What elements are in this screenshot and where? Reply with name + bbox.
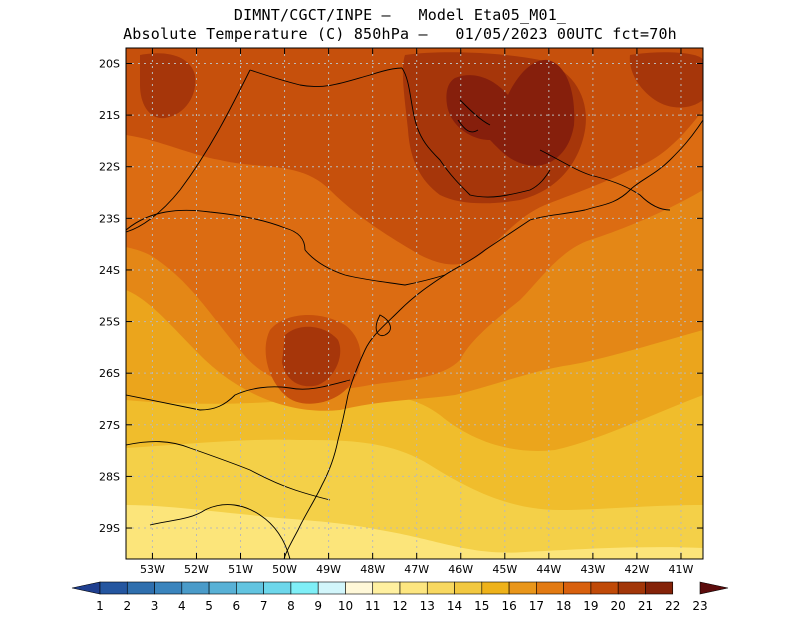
lat-label: 20S	[99, 57, 120, 70]
axis-ticks	[126, 48, 703, 559]
colorbar-label: 14	[447, 599, 462, 613]
colorbar-label: 20	[611, 599, 626, 613]
band-21b	[140, 53, 196, 119]
colorbar-swatch	[372, 581, 401, 595]
lat-lon-grid	[126, 48, 703, 559]
chart-title-line1: DIMNT/CGCT/INPE – Model Eta05_M01_	[233, 6, 567, 24]
colorbar-label: 16	[501, 599, 516, 613]
colorbar-label: 8	[287, 599, 295, 613]
colorbar-swatch	[645, 581, 674, 595]
colorbar-swatch	[208, 581, 237, 595]
coastline	[283, 119, 703, 559]
lon-label: 43W	[580, 563, 605, 576]
band-22	[446, 59, 575, 166]
colorbar-label: 9	[314, 599, 322, 613]
lat-label: 25S	[99, 316, 120, 329]
colorbar-max-arrow	[699, 581, 729, 595]
colorbar-label: 5	[205, 599, 213, 613]
state-border-ms-sp	[249, 67, 403, 88]
colorbar-swatch	[263, 581, 292, 595]
river-parana	[126, 69, 251, 233]
colorbar-swatch	[481, 581, 510, 595]
lon-label: 47W	[404, 563, 429, 576]
lon-label: 41W	[669, 563, 694, 576]
colorbar-label: 7	[260, 599, 268, 613]
colorbar-swatch	[126, 581, 155, 595]
boundaries	[126, 67, 703, 559]
colorbar-label: 18	[556, 599, 571, 613]
colorbar-swatch	[426, 581, 455, 595]
colorbar-swatch	[317, 581, 346, 595]
state-border-sp-mg	[401, 67, 551, 198]
lon-label: 48W	[360, 563, 385, 576]
colorbar-label: 22	[665, 599, 680, 613]
colorbar-min-arrow	[71, 581, 101, 595]
colorbar-label: 15	[474, 599, 489, 613]
lon-label: 50W	[272, 563, 297, 576]
state-border-pr-sp	[304, 249, 446, 286]
lat-label: 23S	[99, 212, 120, 225]
colorbar-swatch	[590, 581, 619, 595]
lon-label: 53W	[140, 563, 165, 576]
lon-label: 49W	[316, 563, 341, 576]
map-frame	[125, 47, 704, 560]
colorbar-swatch	[99, 581, 128, 595]
state-border-pr-sc	[126, 379, 351, 411]
lat-label: 29S	[99, 522, 120, 535]
colorbar-label: 3	[151, 599, 159, 613]
colorbar-label: 17	[529, 599, 544, 613]
colorbar-swatch	[508, 581, 537, 595]
country-border-rs	[149, 504, 291, 559]
colorbar-label: 4	[178, 599, 186, 613]
longitude-labels: 53W 52W 51W 50W 49W 48W 47W 46W 45W 44W 43W 42W 41W	[140, 563, 694, 576]
colorbar-label: 10	[338, 599, 353, 613]
lon-label: 46W	[448, 563, 473, 576]
colorbar-swatch	[563, 581, 592, 595]
colorbar-swatch	[454, 581, 483, 595]
lat-label: 21S	[99, 109, 120, 122]
colorbar-label: 13	[420, 599, 435, 613]
colorbar-label: 23	[692, 599, 707, 613]
lat-label: 27S	[99, 419, 120, 432]
reservoir	[457, 99, 491, 133]
colorbar-swatch	[236, 581, 264, 595]
lat-label: 28S	[99, 470, 120, 483]
colorbar-swatch	[154, 581, 183, 595]
colorbar-swatch	[536, 581, 564, 595]
lat-label: 24S	[99, 264, 120, 277]
colorbar-label: 19	[583, 599, 598, 613]
colorbar-label: 11	[365, 599, 380, 613]
lon-label: 44W	[536, 563, 561, 576]
temperature-field	[126, 48, 703, 559]
lake-bay	[375, 314, 391, 337]
colorbar-label: 12	[392, 599, 407, 613]
band-21d	[282, 326, 341, 387]
colorbar-swatch	[399, 581, 428, 595]
band-21c	[629, 52, 703, 108]
colorbar-swatch	[617, 581, 646, 595]
state-border-mg-rj	[539, 149, 671, 211]
colorbar-swatch	[345, 581, 374, 595]
colorbar-label: 21	[638, 599, 653, 613]
lon-label: 42W	[624, 563, 649, 576]
lat-label: 26S	[99, 367, 120, 380]
lon-label: 52W	[184, 563, 209, 576]
colorbar-labels: 1 2 3 4 5 6 7 8 9 10 11 12 13 14 15 16 17 18 19 20 21 22 23	[96, 599, 707, 613]
colorbar-label: 1	[96, 599, 104, 613]
lon-label: 45W	[492, 563, 517, 576]
state-border-ms-pr	[126, 209, 306, 251]
chart-title-line2: Absolute Temperature (C) 850hPa – 01/05/…	[123, 25, 677, 43]
colorbar-label: 6	[233, 599, 241, 613]
lon-label: 51W	[228, 563, 253, 576]
lat-label: 22S	[99, 161, 120, 174]
colorbar	[71, 581, 729, 595]
colorbar-swatch	[181, 581, 210, 595]
colorbar-swatch	[290, 581, 319, 595]
latitude-labels: 20S 21S 22S 23S 24S 25S 26S 27S 28S 29S	[99, 57, 120, 535]
colorbar-label: 2	[123, 599, 131, 613]
state-border-sc-rs	[126, 441, 331, 501]
